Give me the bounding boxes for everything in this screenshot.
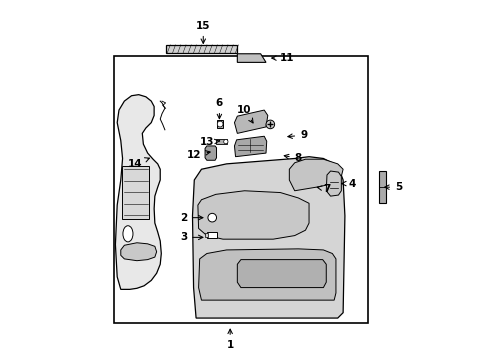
Text: 1: 1 [226,329,233,350]
Bar [217,120,223,128]
Polygon shape [198,191,308,239]
Text: 11: 11 [271,53,294,63]
Text: 7: 7 [317,184,330,194]
Bar [204,233,207,237]
Text: 2: 2 [180,213,203,222]
Polygon shape [378,171,386,203]
Polygon shape [234,110,267,134]
Bar [165,45,237,53]
Text: 8: 8 [284,153,301,163]
Circle shape [265,120,274,129]
Polygon shape [192,157,344,318]
Polygon shape [121,243,156,261]
Bar [215,139,226,144]
Bar [122,166,149,220]
Text: 10: 10 [237,105,253,123]
Circle shape [223,139,227,144]
Text: 12: 12 [187,150,210,160]
Bar [113,56,367,323]
Polygon shape [198,249,335,300]
Polygon shape [234,136,266,157]
Text: 9: 9 [287,130,306,140]
Bar [207,231,217,238]
Text: 14: 14 [127,158,149,169]
Polygon shape [237,54,265,62]
Polygon shape [115,95,161,289]
Text: 3: 3 [180,232,203,242]
Text: 15: 15 [196,21,210,43]
Circle shape [207,213,216,222]
Text: 5: 5 [384,182,402,192]
Text: 13: 13 [199,138,219,147]
Polygon shape [204,146,216,160]
Ellipse shape [122,226,133,242]
Polygon shape [289,159,343,191]
Text: 4: 4 [341,179,355,189]
Polygon shape [237,260,325,288]
Text: 6: 6 [215,98,223,119]
Polygon shape [325,171,341,196]
Circle shape [217,121,223,127]
